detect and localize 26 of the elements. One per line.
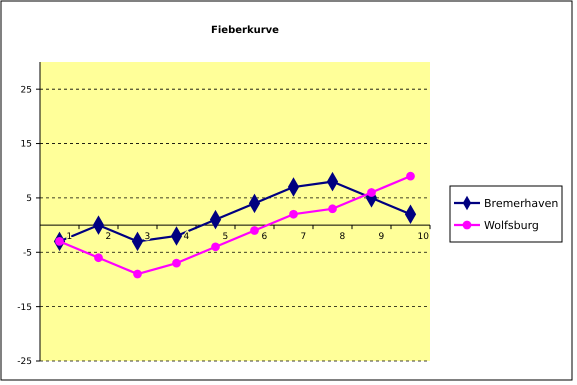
point <box>406 172 415 181</box>
x-tick-label: 5 <box>222 232 228 242</box>
y-tick-label: -15 <box>17 302 32 313</box>
legend-label: Wolfsburg <box>484 218 539 232</box>
x-tick-label: 8 <box>340 232 346 242</box>
point <box>172 258 181 268</box>
point <box>250 226 259 235</box>
point <box>133 270 142 278</box>
point <box>367 188 376 197</box>
x-tick-label: 9 <box>378 232 384 242</box>
point <box>94 253 103 262</box>
x-tick-label: 7 <box>300 232 306 242</box>
chart-title: Fieberkurve <box>211 25 280 36</box>
point <box>289 210 298 219</box>
y-tick-label: -5 <box>23 248 32 258</box>
y-tick-label: 25 <box>20 85 32 96</box>
y-tick-label: 5 <box>26 194 32 204</box>
point <box>211 242 220 252</box>
y-tick-label: -25 <box>17 357 32 368</box>
legend-label: Bremerhaven <box>484 196 558 210</box>
y-tick-label: 15 <box>20 140 32 150</box>
x-tick-label: 6 <box>262 232 268 242</box>
x-tick-label: 2 <box>106 232 112 242</box>
point <box>328 204 337 214</box>
x-tick-label: 10 <box>418 232 430 242</box>
x-tick-label: 4 <box>184 232 190 242</box>
